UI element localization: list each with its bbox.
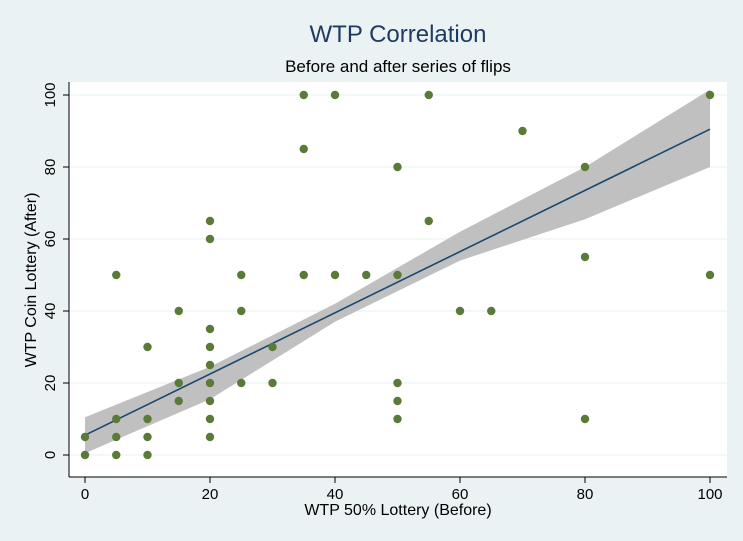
data-point (393, 396, 402, 406)
data-point (143, 414, 152, 424)
chart-subtitle: Before and after series of flips (285, 57, 511, 76)
data-point (393, 162, 402, 172)
data-point (705, 270, 715, 280)
data-point (580, 252, 590, 262)
data-point (268, 342, 277, 352)
data-point (205, 234, 215, 244)
data-point (330, 270, 340, 280)
data-point (237, 270, 246, 280)
y-tick-label: 60 (42, 231, 59, 248)
data-point (174, 378, 183, 388)
data-point (174, 396, 183, 406)
data-point (424, 216, 433, 226)
data-point (518, 126, 527, 136)
x-tick-label: 80 (577, 486, 594, 503)
data-point (393, 378, 402, 388)
data-point (143, 450, 152, 460)
data-point (299, 90, 308, 100)
data-point (112, 450, 121, 460)
data-point (205, 342, 215, 352)
data-point (80, 432, 90, 442)
data-point (112, 270, 121, 280)
y-tick-label: 20 (42, 375, 59, 392)
data-point (299, 270, 308, 280)
data-point (112, 414, 121, 424)
data-point (205, 378, 215, 388)
axes (68, 82, 727, 478)
data-point (237, 306, 246, 316)
data-point (205, 414, 215, 424)
data-point (112, 432, 121, 442)
data-point (237, 378, 246, 388)
y-tick-label: 100 (42, 82, 59, 107)
data-point (393, 414, 402, 424)
chart-title: WTP Correlation (310, 21, 487, 48)
x-tick-label: 0 (81, 486, 89, 503)
data-point (487, 306, 496, 316)
x-tick-label: 100 (697, 486, 722, 503)
data-point (330, 90, 340, 100)
data-point (205, 324, 215, 334)
data-point (205, 432, 215, 442)
data-point (205, 216, 215, 226)
data-points (80, 90, 715, 460)
fit-line (84, 128, 711, 436)
data-point (424, 90, 433, 100)
y-tick-label: 0 (42, 451, 59, 459)
data-point (268, 378, 277, 388)
x-tick-label: 60 (452, 486, 469, 503)
data-point (455, 306, 465, 316)
data-point (80, 450, 90, 460)
data-point (393, 270, 402, 280)
data-point (143, 342, 152, 352)
data-point (143, 432, 152, 442)
data-point (362, 270, 371, 280)
y-tick-label: 40 (42, 303, 59, 320)
tick-labels: 0 20 40 60 80 100 0 20 40 60 80 100 (42, 82, 723, 503)
data-point (299, 144, 308, 154)
data-point (205, 396, 215, 406)
x-tick-label: 20 (202, 486, 219, 503)
data-point (580, 162, 590, 172)
data-point (205, 360, 215, 370)
data-point (174, 306, 183, 316)
y-axis-label: WTP Coin Lottery (After) (23, 193, 40, 368)
x-axis-label: WTP 50% Lottery (Before) (304, 502, 491, 519)
x-tick-label: 40 (327, 486, 344, 503)
data-point (705, 90, 715, 100)
y-tick-label: 80 (42, 159, 59, 176)
data-point (580, 414, 590, 424)
